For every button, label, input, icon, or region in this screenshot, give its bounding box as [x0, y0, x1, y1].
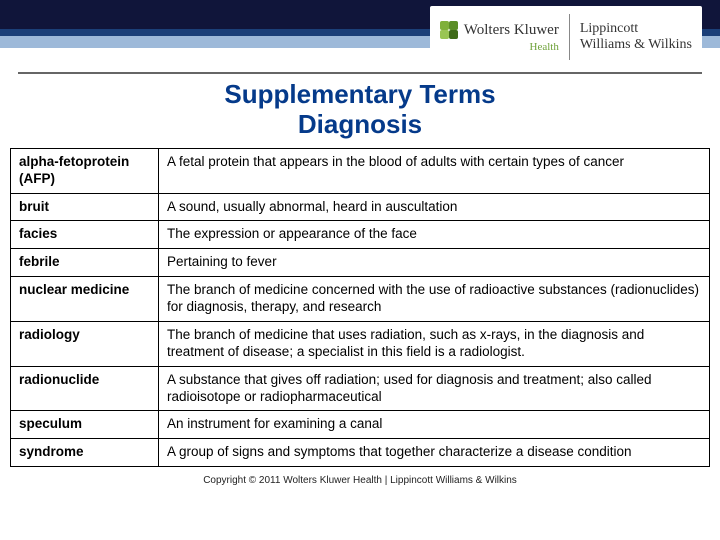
definition-cell: The expression or appearance of the face: [159, 221, 710, 249]
brand-lww: Lippincott Williams & Wilkins: [570, 12, 692, 62]
table-row: faciesThe expression or appearance of th…: [11, 221, 710, 249]
term-cell: radionuclide: [11, 366, 159, 411]
definition-cell: A group of signs and symptoms that toget…: [159, 439, 710, 467]
term-cell: nuclear medicine: [11, 277, 159, 322]
title-line-2: Diagnosis: [298, 109, 422, 139]
header-band: Wolters Kluwer Health Lippincott William…: [0, 0, 720, 72]
definition-cell: A sound, usually abnormal, heard in ausc…: [159, 193, 710, 221]
definition-cell: The branch of medicine concerned with th…: [159, 277, 710, 322]
definition-cell: An instrument for examining a canal: [159, 411, 710, 439]
terms-table: alpha-fetoprotein (AFP)A fetal protein t…: [10, 148, 710, 467]
table-row: alpha-fetoprotein (AFP)A fetal protein t…: [11, 148, 710, 193]
term-cell: facies: [11, 221, 159, 249]
term-cell: bruit: [11, 193, 159, 221]
term-cell: alpha-fetoprotein (AFP): [11, 148, 159, 193]
brand-wk-sub: Health: [530, 41, 559, 53]
brand-box: Wolters Kluwer Health Lippincott William…: [430, 6, 702, 68]
copyright-footer: Copyright © 2011 Wolters Kluwer Health |…: [0, 475, 720, 486]
term-cell: radiology: [11, 321, 159, 366]
table-row: speculumAn instrument for examining a ca…: [11, 411, 710, 439]
brand-lww-line2: Williams & Wilkins: [580, 37, 692, 53]
table-row: radiologyThe branch of medicine that use…: [11, 321, 710, 366]
header-underline: [18, 72, 702, 74]
definition-cell: The branch of medicine that uses radiati…: [159, 321, 710, 366]
term-cell: syndrome: [11, 439, 159, 467]
table-row: febrilePertaining to fever: [11, 249, 710, 277]
brand-wk-name: Wolters Kluwer: [464, 22, 559, 39]
slide-title: Supplementary Terms Diagnosis: [0, 80, 720, 140]
term-cell: febrile: [11, 249, 159, 277]
table-row: bruitA sound, usually abnormal, heard in…: [11, 193, 710, 221]
wk-clover-icon: [440, 21, 458, 39]
brand-wk: Wolters Kluwer Health: [440, 12, 569, 62]
table-row: radionuclideA substance that gives off r…: [11, 366, 710, 411]
definition-cell: A fetal protein that appears in the bloo…: [159, 148, 710, 193]
definition-cell: Pertaining to fever: [159, 249, 710, 277]
title-line-1: Supplementary Terms: [224, 79, 495, 109]
definition-cell: A substance that gives off radiation; us…: [159, 366, 710, 411]
term-cell: speculum: [11, 411, 159, 439]
table-row: nuclear medicineThe branch of medicine c…: [11, 277, 710, 322]
table-row: syndromeA group of signs and symptoms th…: [11, 439, 710, 467]
brand-lww-line1: Lippincott: [580, 21, 692, 37]
